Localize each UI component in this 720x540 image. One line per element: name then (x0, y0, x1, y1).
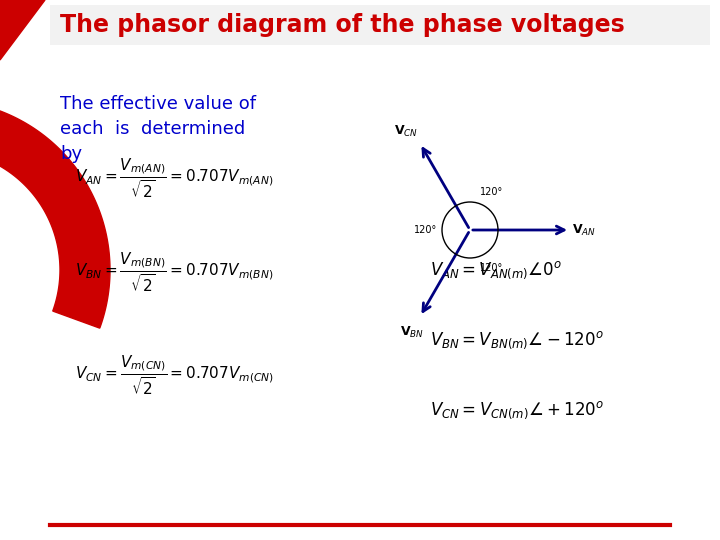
Text: $V_{CN} = V_{CN(m)}\angle +120^o$: $V_{CN} = V_{CN(m)}\angle +120^o$ (430, 399, 604, 421)
Text: $V_{BN} = V_{BN(m)}\angle -120^o$: $V_{BN} = V_{BN(m)}\angle -120^o$ (430, 329, 604, 351)
Polygon shape (0, 100, 110, 328)
Text: 120°: 120° (415, 225, 438, 235)
Text: $\mathbf{V}_{CN}$: $\mathbf{V}_{CN}$ (394, 124, 418, 139)
Text: $V_{AN} = V_{AN(m)}\angle 0^o$: $V_{AN} = V_{AN(m)}\angle 0^o$ (430, 259, 562, 281)
Text: 120°: 120° (480, 263, 503, 273)
Bar (50, 5, 710, 45)
Text: $\mathbf{V}_{BN}$: $\mathbf{V}_{BN}$ (400, 325, 424, 340)
Text: The effective value of
each  is  determined
by: The effective value of each is determine… (60, 95, 256, 163)
Polygon shape (0, 0, 45, 60)
Text: The phasor diagram of the phase voltages: The phasor diagram of the phase voltages (60, 13, 625, 37)
Text: 120°: 120° (480, 187, 503, 197)
Text: $V_{CN} = \dfrac{V_{m(CN)}}{\sqrt{2}} = 0.707V_{m(CN)}$: $V_{CN} = \dfrac{V_{m(CN)}}{\sqrt{2}} = … (75, 353, 274, 397)
Text: $V_{AN} = \dfrac{V_{m(AN)}}{\sqrt{2}} = 0.707V_{m(AN)}$: $V_{AN} = \dfrac{V_{m(AN)}}{\sqrt{2}} = … (75, 156, 274, 200)
Text: $\mathbf{V}_{AN}$: $\mathbf{V}_{AN}$ (572, 222, 596, 238)
Text: $V_{BN} = \dfrac{V_{m(BN)}}{\sqrt{2}} = 0.707V_{m(BN)}$: $V_{BN} = \dfrac{V_{m(BN)}}{\sqrt{2}} = … (75, 250, 274, 294)
